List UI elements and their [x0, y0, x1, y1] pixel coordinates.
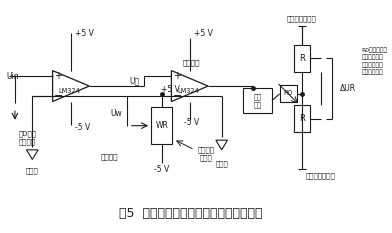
Bar [294, 105, 310, 132]
Polygon shape [216, 140, 227, 150]
Text: 反馈放大: 反馈放大 [183, 60, 200, 66]
Text: 图5  电压调节与采样稳压部分电路设计图: 图5 电压调节与采样稳压部分电路设计图 [119, 207, 263, 220]
Text: 采样
电路: 采样 电路 [253, 93, 261, 108]
Text: R: R [299, 114, 305, 123]
Text: WR: WR [155, 121, 168, 130]
Text: 接滤波器负相端: 接滤波器负相端 [287, 15, 317, 22]
Text: +: + [173, 71, 181, 81]
Text: 电压调节: 电压调节 [101, 153, 118, 160]
Text: Uin: Uin [6, 72, 19, 81]
Text: R: R [299, 54, 305, 62]
Text: -5 V: -5 V [75, 123, 90, 132]
Text: 至D类功
放输入端: 至D类功 放输入端 [19, 130, 37, 145]
Text: U反: U反 [130, 77, 140, 86]
Text: R0为中心抽头
电位器采样电
路中用它调节
采样电压大小: R0为中心抽头 电位器采样电 路中用它调节 采样电压大小 [362, 48, 388, 75]
Text: 参考地: 参考地 [215, 160, 228, 167]
Text: +5 V: +5 V [194, 29, 212, 38]
Bar [243, 88, 272, 113]
Text: Uw: Uw [111, 109, 122, 118]
Text: −: − [172, 91, 182, 101]
Text: ΔUR: ΔUR [339, 84, 356, 93]
Text: LM324: LM324 [58, 88, 80, 94]
Bar [279, 85, 297, 103]
Text: 接参考稳
压电源: 接参考稳 压电源 [198, 146, 215, 161]
Text: +5 V: +5 V [75, 29, 94, 38]
Text: +5 V: +5 V [161, 86, 180, 94]
Bar [294, 45, 310, 72]
Bar [151, 107, 172, 144]
Text: −: − [54, 91, 63, 101]
Text: +: + [54, 71, 62, 81]
Polygon shape [27, 150, 38, 160]
Text: R0: R0 [284, 90, 293, 96]
Text: -5 V: -5 V [184, 118, 200, 127]
Text: LM324: LM324 [177, 88, 199, 94]
Text: 参考地: 参考地 [26, 168, 39, 174]
Text: 接滤波器正相端: 接滤波器正相端 [305, 173, 335, 179]
Text: -5 V: -5 V [154, 165, 169, 174]
